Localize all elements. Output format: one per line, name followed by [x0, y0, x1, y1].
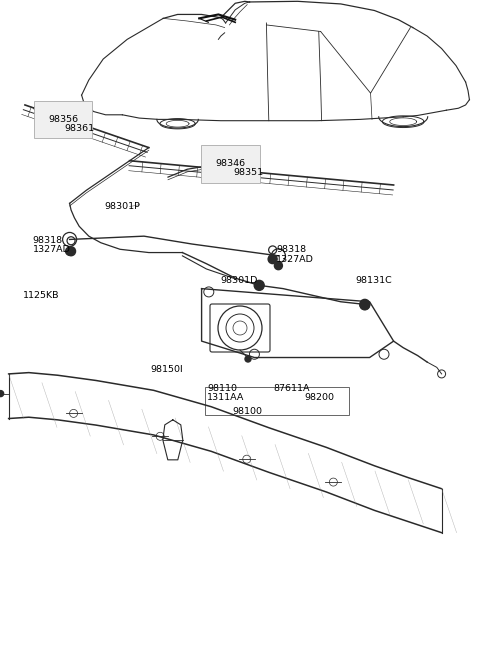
Text: 98361: 98361 — [65, 124, 95, 133]
Text: 1125KB: 1125KB — [23, 291, 60, 300]
Text: 98301D: 98301D — [221, 276, 258, 285]
Text: 98200: 98200 — [305, 393, 335, 402]
Text: 1311AA: 1311AA — [207, 393, 245, 402]
Text: 1327AD: 1327AD — [276, 255, 314, 264]
Circle shape — [67, 247, 75, 256]
Text: 98131C: 98131C — [355, 276, 392, 285]
Text: 98110: 98110 — [207, 384, 237, 393]
Circle shape — [254, 280, 264, 291]
Text: 98301P: 98301P — [105, 202, 141, 211]
Circle shape — [360, 299, 370, 310]
Text: 9835LH: 9835LH — [210, 151, 246, 160]
Text: 9836RH: 9836RH — [33, 106, 71, 115]
Text: 98346: 98346 — [216, 159, 246, 169]
Text: 98318: 98318 — [33, 236, 63, 245]
Text: 98150I: 98150I — [151, 365, 183, 374]
Text: 87611A: 87611A — [273, 384, 310, 393]
Text: 98318: 98318 — [276, 245, 306, 255]
Circle shape — [66, 247, 73, 255]
Circle shape — [275, 262, 282, 270]
Circle shape — [268, 255, 277, 264]
Text: 1327AD: 1327AD — [33, 245, 71, 255]
Text: 98351: 98351 — [234, 168, 264, 177]
Text: 98100: 98100 — [232, 407, 262, 417]
Circle shape — [0, 390, 4, 397]
Text: 98356: 98356 — [48, 115, 78, 124]
Circle shape — [245, 356, 251, 362]
Bar — [205, 387, 349, 415]
